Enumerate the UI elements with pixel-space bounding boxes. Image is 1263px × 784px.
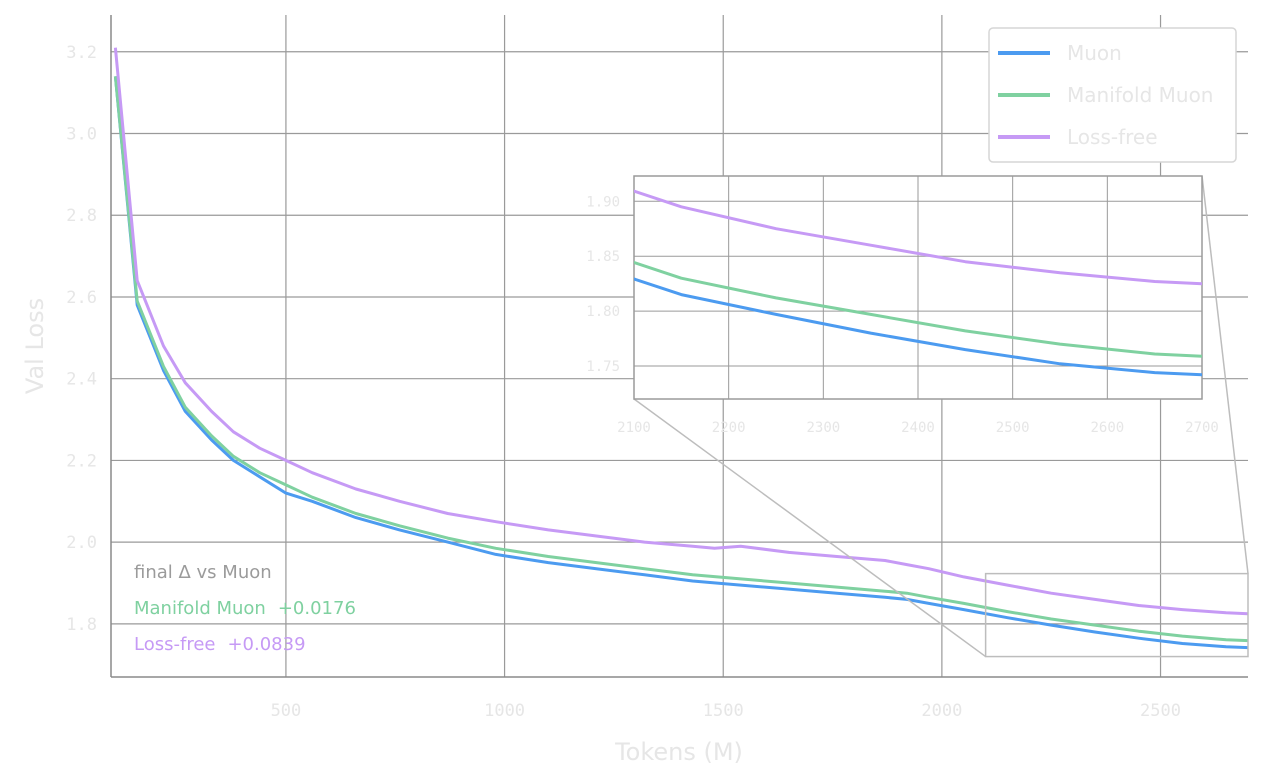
inset-x-tick-label: 2600 bbox=[1090, 420, 1124, 436]
zoom-connector-line bbox=[1201, 175, 1249, 574]
legend-entry-loss-free: Loss-free bbox=[1067, 125, 1158, 149]
inset-grid bbox=[633, 175, 1203, 400]
inset-tick-labels: 2100 2200 2300 2400 2500 2600 2700 1.75 1.80 1.85… bbox=[586, 194, 1219, 436]
inset-series-line-manifold-muon bbox=[634, 260, 1202, 358]
x-tick-label: 2500 bbox=[1140, 701, 1181, 721]
inset-y-tick-label: 1.85 bbox=[586, 249, 620, 265]
inset-chart: 2100 2200 2300 2400 2500 2600 2700 1.75 1.80 1.85… bbox=[586, 175, 1219, 436]
y-tick-label: 3.2 bbox=[66, 43, 97, 63]
inset-frame bbox=[633, 175, 1203, 400]
inset-series-line-muon bbox=[634, 277, 1202, 377]
y-tick-label: 2.8 bbox=[66, 206, 97, 226]
series-line-muon bbox=[113, 76, 1249, 650]
inset-series bbox=[634, 189, 1202, 377]
y-tick-label: 1.8 bbox=[66, 615, 97, 635]
inset-x-tick-label: 2200 bbox=[712, 420, 746, 436]
y-tick-label: 2.4 bbox=[66, 370, 97, 390]
series-line-loss-free bbox=[113, 47, 1249, 616]
inset-series-line-loss-free bbox=[634, 189, 1202, 286]
annotation-row-loss-free: Loss-free +0.0839 bbox=[134, 634, 306, 655]
inset-y-tick-label: 1.90 bbox=[586, 194, 620, 210]
annotation-label: Manifold Muon bbox=[134, 598, 266, 619]
x-tick-label: 500 bbox=[271, 701, 302, 721]
x-tick-label: 2000 bbox=[921, 701, 962, 721]
legend-box bbox=[988, 27, 1237, 163]
inset-y-tick-label: 1.80 bbox=[586, 304, 620, 320]
inset-x-tick-label: 2100 bbox=[617, 420, 651, 436]
zoom-connector-line bbox=[633, 398, 987, 658]
zoom-region-box bbox=[984, 572, 1249, 658]
annotation-value: +0.0176 bbox=[278, 598, 356, 619]
x-tick-label: 1000 bbox=[484, 701, 525, 721]
x-axis-label: Tokens (M) bbox=[614, 738, 743, 766]
y-axis-label: Val Loss bbox=[21, 298, 49, 394]
inset-y-tick-label: 1.75 bbox=[586, 359, 620, 375]
main-series bbox=[113, 47, 1249, 650]
series-line-manifold-muon bbox=[113, 76, 1249, 643]
inset-x-tick-label: 2300 bbox=[806, 420, 840, 436]
main-tick-labels: 500 1000 1500 2000 2500 1.8 2.0 2.2 2.4 2.6 2.8 3.0… bbox=[66, 43, 1181, 721]
inset-x-tick-label: 2700 bbox=[1185, 420, 1219, 436]
y-tick-label: 2.6 bbox=[66, 288, 97, 308]
legend-entry-muon: Muon bbox=[1067, 41, 1122, 65]
annotation-label: Loss-free bbox=[134, 634, 215, 655]
legend-entry-manifold-muon: Manifold Muon bbox=[1067, 83, 1213, 107]
y-tick-label: 2.2 bbox=[66, 451, 97, 471]
final-delta-annotation: final Δ vs Muon Manifold Muon +0.0176 Los… bbox=[134, 562, 356, 655]
y-tick-label: 2.0 bbox=[66, 533, 97, 553]
y-tick-label: 3.0 bbox=[66, 125, 97, 145]
zoom-connectors bbox=[633, 175, 1249, 658]
annotation-value: +0.0839 bbox=[227, 634, 305, 655]
annotation-row-manifold-muon: Manifold Muon +0.0176 bbox=[134, 598, 356, 619]
annotation-title: final Δ vs Muon bbox=[134, 562, 272, 583]
inset-x-tick-label: 2500 bbox=[996, 420, 1030, 436]
inset-x-tick-label: 2400 bbox=[901, 420, 935, 436]
legend: Muon Manifold Muon Loss-free bbox=[988, 27, 1237, 163]
x-tick-label: 1500 bbox=[703, 701, 744, 721]
